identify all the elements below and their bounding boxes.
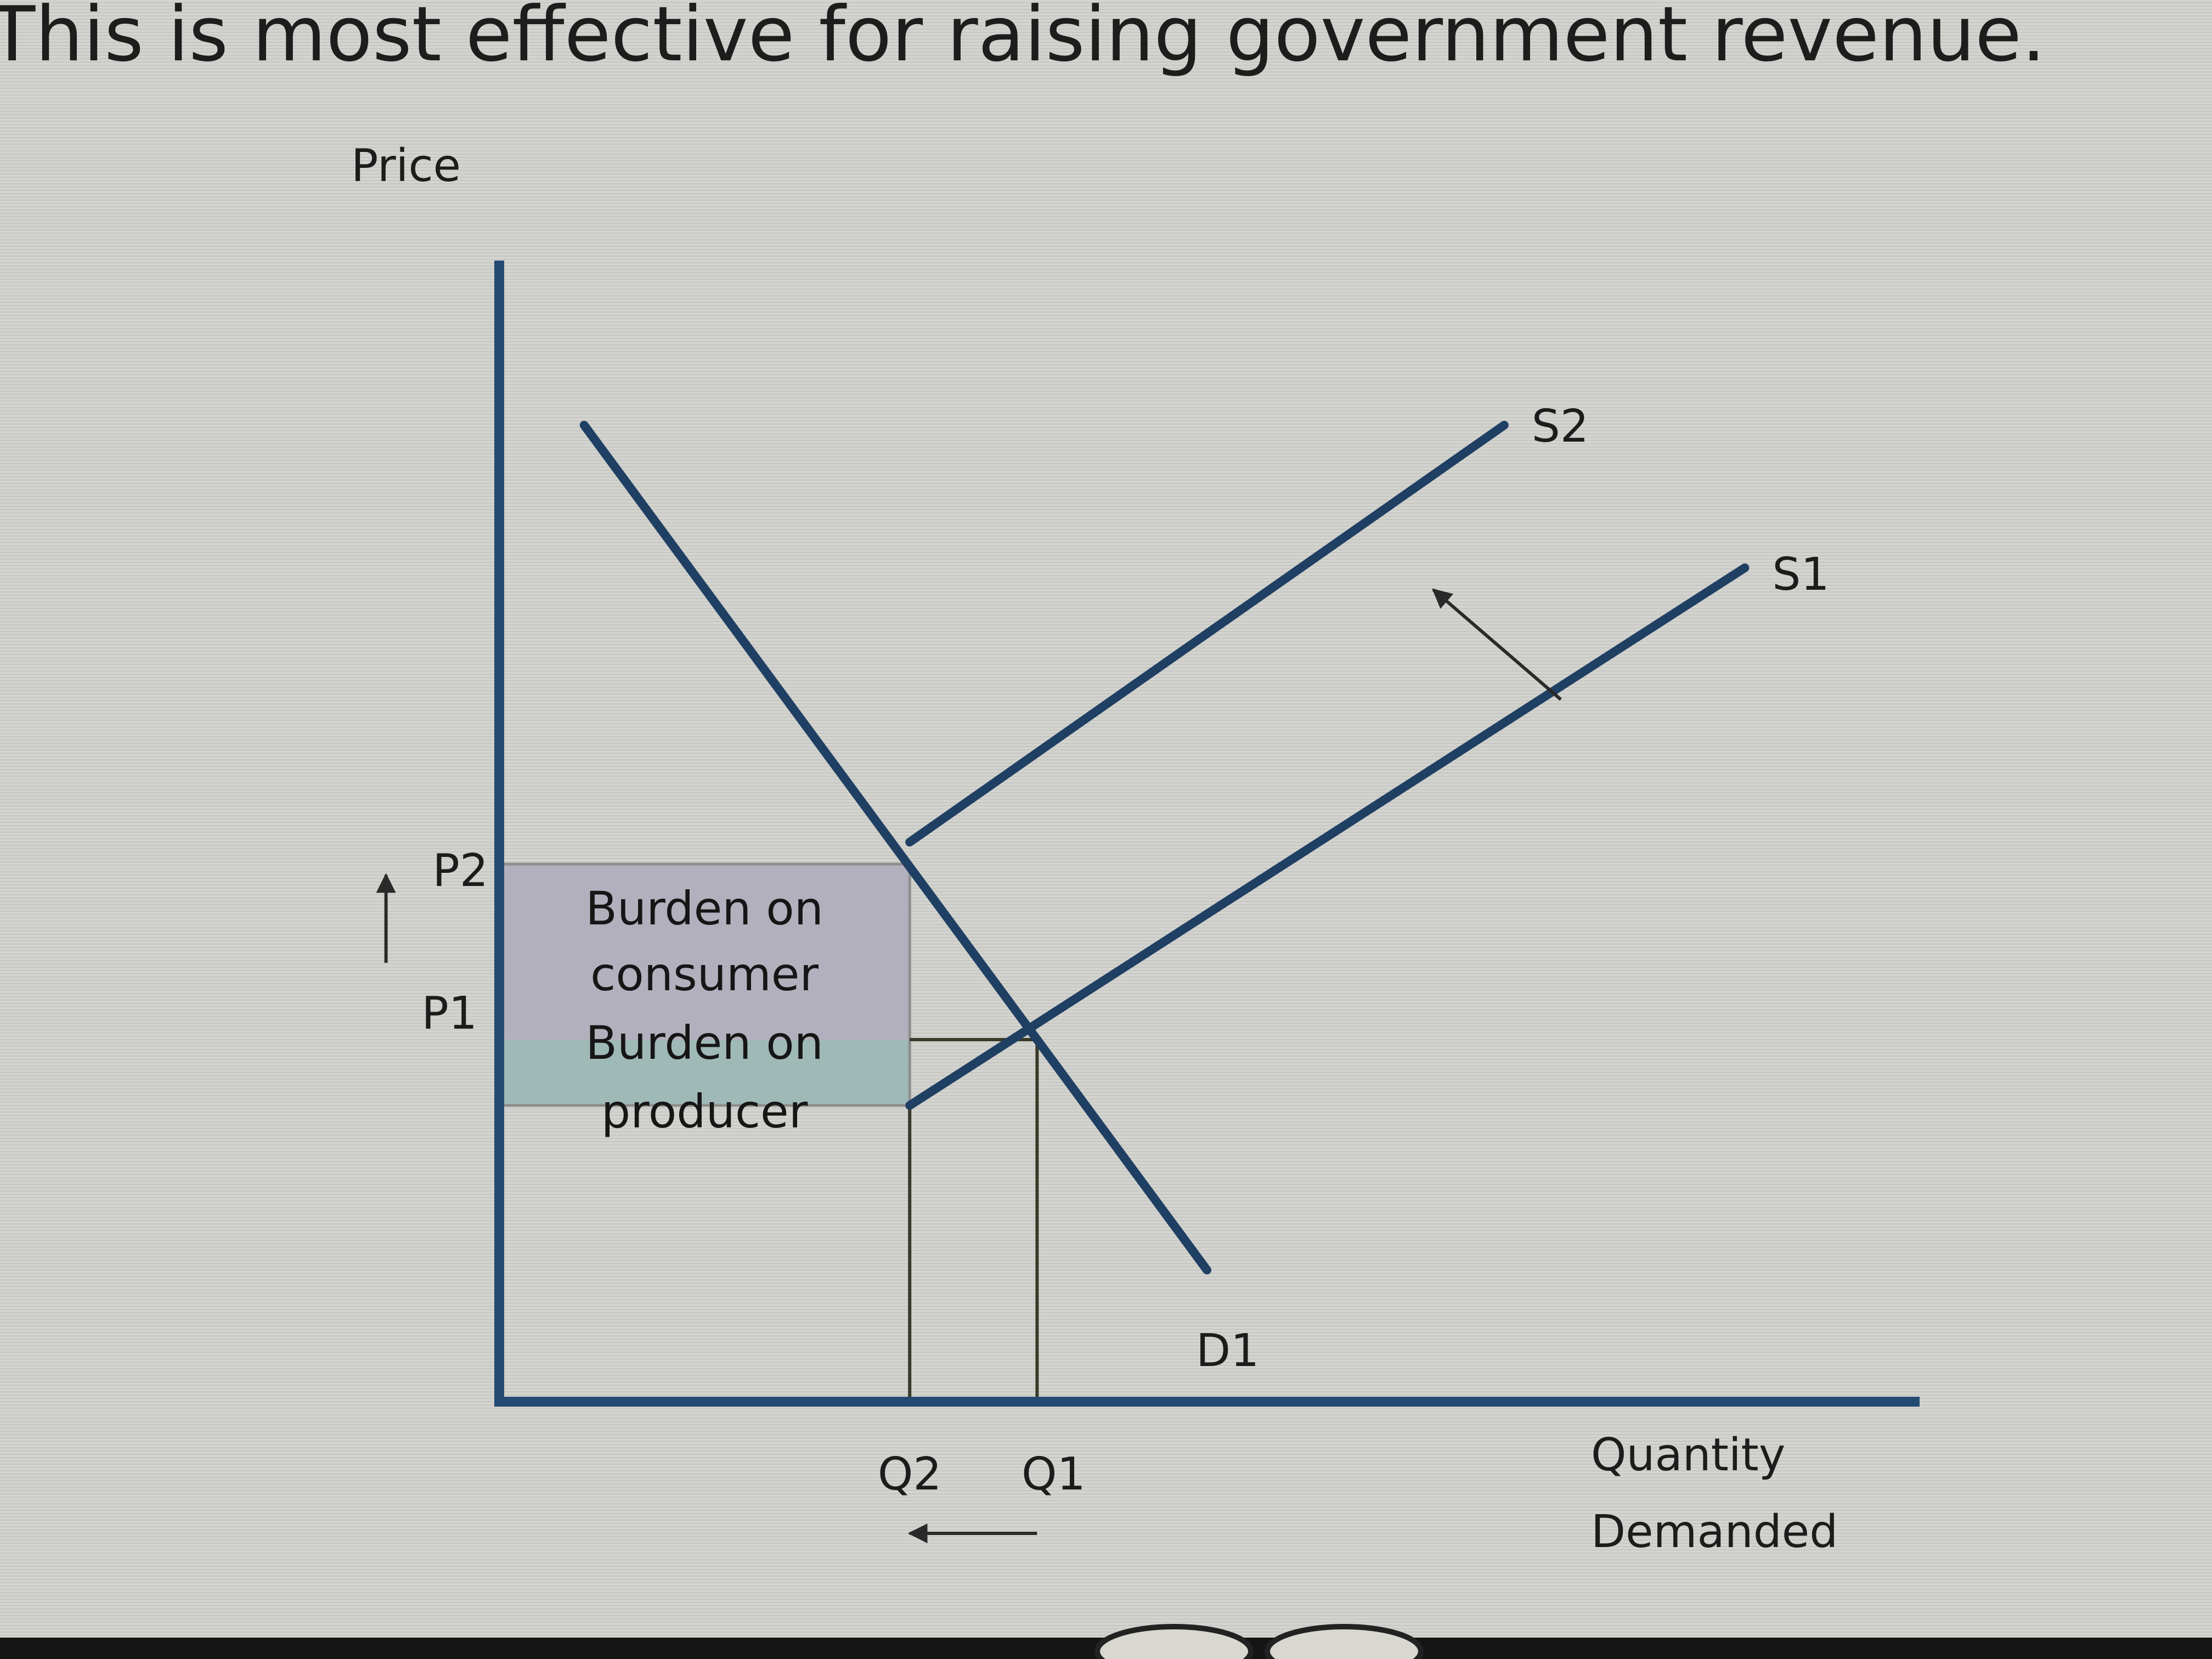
curve-s1 <box>905 563 1750 1110</box>
slide-title: This is most effective for raising gover… <box>0 0 2046 78</box>
consumer-burden-label-line1: Burden on <box>585 882 823 935</box>
producer-burden-label-line2: producer <box>601 1085 808 1138</box>
burden-region-1 <box>499 1040 910 1105</box>
burden-region-0 <box>499 864 910 1040</box>
curve-s2 <box>905 421 1509 847</box>
annotation-arrow-0 <box>1432 588 1562 701</box>
y-tick-p1: P1 <box>421 988 477 1040</box>
producer-burden-label-line1: Burden on <box>585 1016 823 1070</box>
curve-label-s1: S1 <box>1772 549 1829 601</box>
curve-label-d1: D1 <box>1196 1325 1259 1377</box>
taskbar-button-right[interactable] <box>1265 1624 1424 1659</box>
y-axis-title: Price <box>351 140 461 192</box>
x-axis-title-line1: Quantity <box>1591 1429 1785 1481</box>
x-axis-title-line2: Demanded <box>1591 1506 1838 1558</box>
curve-label-s2: S2 <box>1532 400 1589 453</box>
x-tick-q2: Q2 <box>878 1448 942 1500</box>
taskbar-button-left[interactable] <box>1094 1624 1254 1659</box>
curve-d1 <box>579 421 1211 1274</box>
y-tick-p2: P2 <box>432 845 488 897</box>
consumer-burden-label-line2: consumer <box>590 947 819 1001</box>
supply-demand-chart: Burden on consumer Burden on producer D1 S1 S2… <box>351 140 1920 1558</box>
x-tick-q1: Q1 <box>1022 1448 1086 1500</box>
